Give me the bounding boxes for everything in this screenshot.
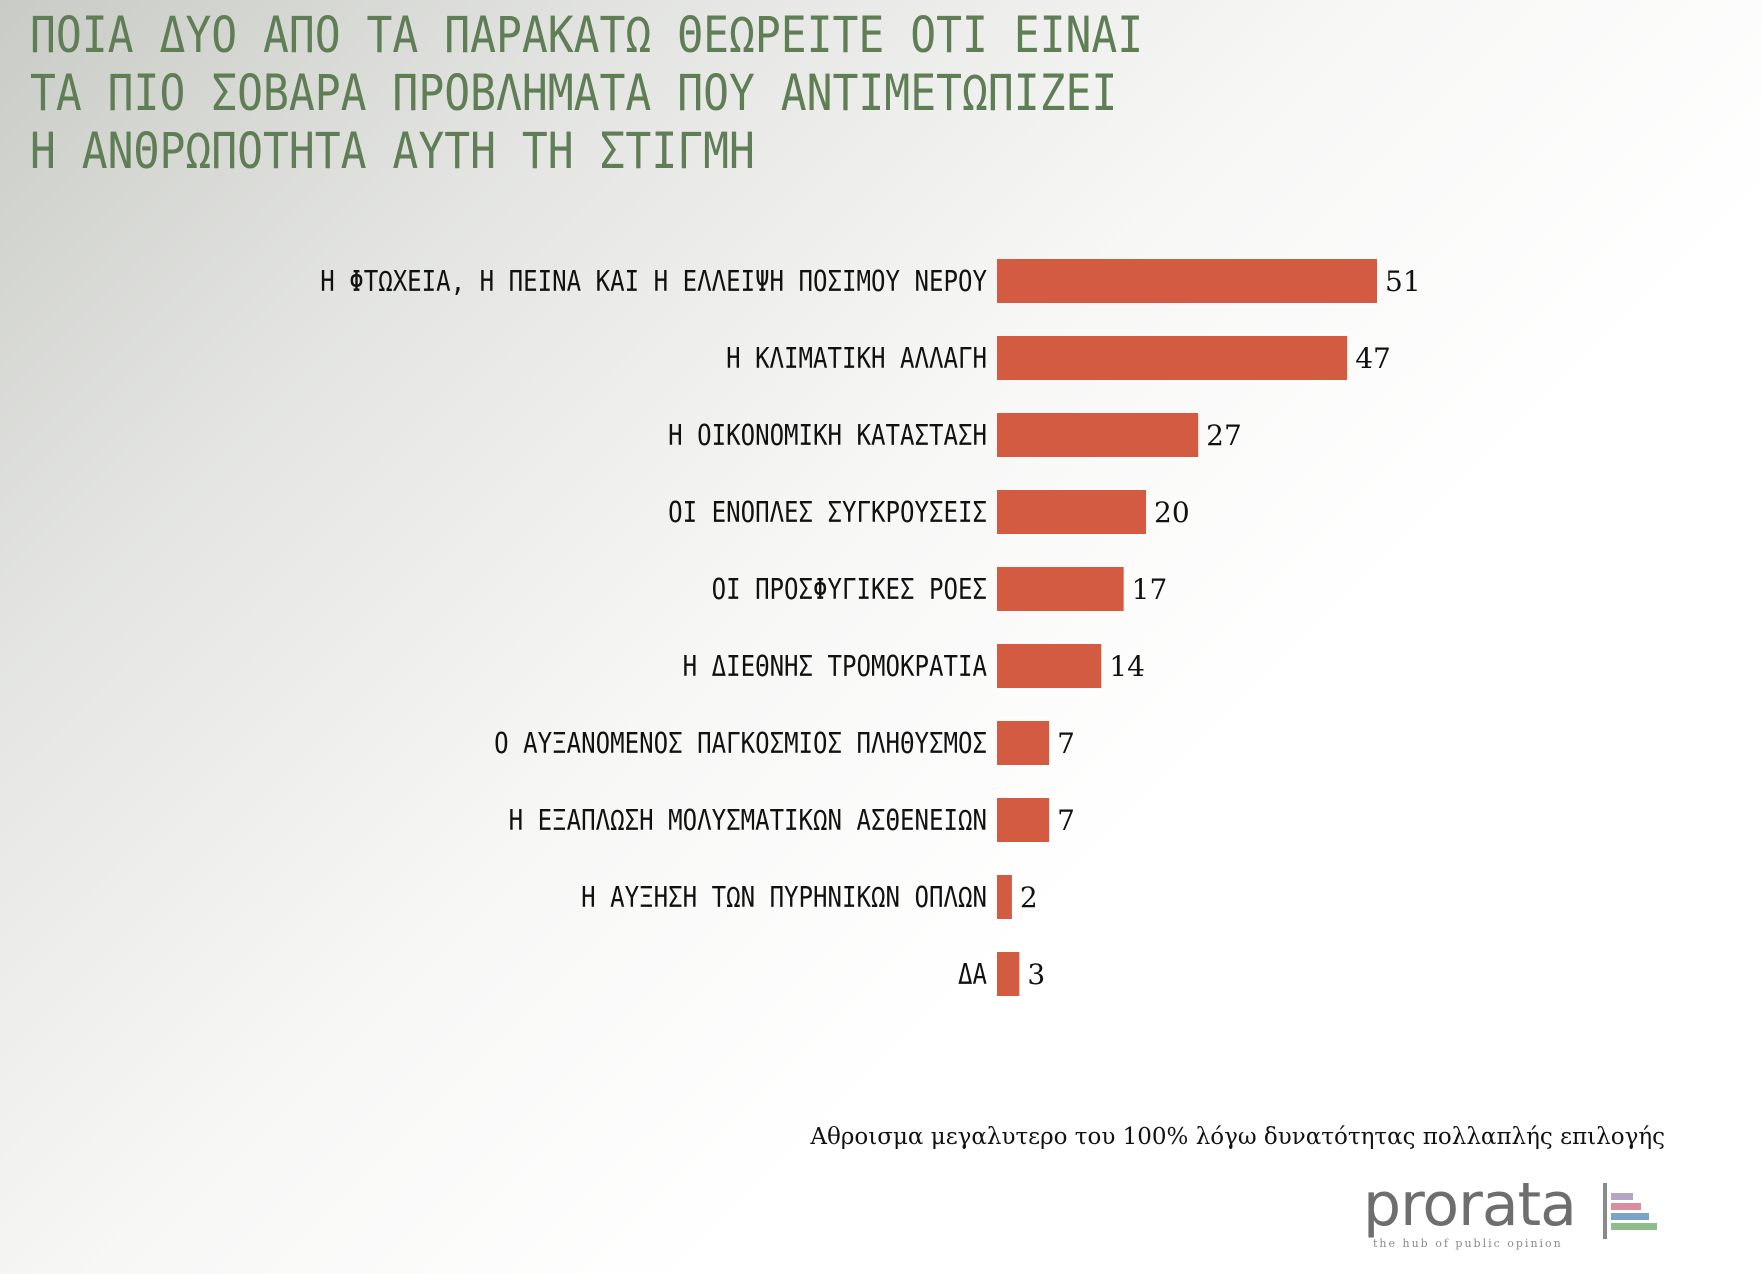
category-label: Η ΟΙΚΟΝΟΜΙΚΗ ΚΑΤΑΣΤΑΣΗ xyxy=(668,420,987,452)
bar xyxy=(997,798,1050,842)
value-label: 14 xyxy=(1109,650,1145,683)
category-label: Η ΕΞΑΠΛΩΣΗ ΜΟΛΥΣΜΑΤΙΚΩΝ ΑΣΘΕΝΕΙΩΝ xyxy=(509,805,987,837)
bar xyxy=(997,259,1377,303)
category-label: Ο ΑΥΞΑΝΟΜΕΝΟΣ ΠΑΓΚΟΣΜΙΟΣ ΠΛΗΘΥΣΜΟΣ xyxy=(494,728,987,760)
logo-bar xyxy=(1611,1203,1641,1210)
category-label: ΟΙ ΠΡΟΣΦΥΓΙΚΕΣ ΡΟΕΣ xyxy=(712,574,987,606)
bar xyxy=(997,721,1050,765)
logo-bar xyxy=(1611,1193,1633,1200)
chart-title: ΠΟΙΑ ΔΥΟ ΑΠΟ ΤΑ ΠΑΡΑΚΑΤΩ ΘΕΩΡΕΙΤΕ ΟΤΙ ΕΙ… xyxy=(30,6,1530,180)
value-label: 3 xyxy=(1027,958,1045,991)
title-line: Η ΑΝΘΡΩΠΟΤΗΤΑ ΑΥΤΗ ΤΗ ΣΤΙΓΜΗ xyxy=(30,122,755,180)
logo-bars-icon xyxy=(1603,1183,1657,1239)
value-label: 17 xyxy=(1132,573,1168,606)
bar xyxy=(997,413,1199,457)
value-label: 47 xyxy=(1355,342,1391,375)
logo-wordmark: prorata xyxy=(1363,1170,1577,1240)
logo-tagline: the hub of public opinion xyxy=(1373,1237,1563,1250)
bar xyxy=(997,490,1147,534)
value-label: 51 xyxy=(1385,265,1421,298)
value-label: 7 xyxy=(1057,804,1075,837)
title-line: ΤΑ ΠΙΟ ΣΟΒΑΡΑ ΠΡΟΒΛΗΜΑΤΑ ΠΟΥ ΑΝΤΙΜΕΤΩΠΙΖ… xyxy=(30,64,1118,122)
category-label: ΔΑ xyxy=(958,959,987,991)
logo-bar xyxy=(1611,1223,1657,1230)
value-label: 20 xyxy=(1154,496,1190,529)
category-label: Η ΑΥΞΗΣΗ ΤΩΝ ΠΥΡΗΝΙΚΩΝ ΟΠΛΩΝ xyxy=(581,882,987,914)
prorata-logo: prorata the hub of public opinion xyxy=(1363,1175,1663,1255)
footnote: Αθροισμα μεγαλυτερο του 100% λόγω δυνατό… xyxy=(810,1124,1665,1150)
category-label: ΟΙ ΕΝΟΠΛΕΣ ΣΥΓΚΡΟΥΣΕΙΣ xyxy=(668,497,987,529)
value-label: 7 xyxy=(1057,727,1075,760)
category-label: Η ΚΛΙΜΑΤΙΚΗ ΑΛΛΑΓΗ xyxy=(726,343,987,375)
bar xyxy=(997,875,1012,919)
value-label: 27 xyxy=(1206,419,1242,452)
logo-bar xyxy=(1611,1213,1649,1220)
category-label: Η ΔΙΕΘΝΗΣ ΤΡΟΜΟΚΡΑΤΙΑ xyxy=(683,651,988,683)
category-label: Η ΦΤΩΧΕΙΑ, Η ΠΕΙΝΑ ΚΑΙ Η ΕΛΛΕΙΨΗ ΠΟΣΙΜΟΥ… xyxy=(320,266,987,298)
bar xyxy=(997,952,1020,996)
title-line: ΠΟΙΑ ΔΥΟ ΑΠΟ ΤΑ ΠΑΡΑΚΑΤΩ ΘΕΩΡΕΙΤΕ ΟΤΙ ΕΙ… xyxy=(30,6,1144,64)
value-label: 2 xyxy=(1020,881,1038,914)
bar xyxy=(997,336,1348,380)
bar xyxy=(997,567,1124,611)
bar xyxy=(997,644,1102,688)
